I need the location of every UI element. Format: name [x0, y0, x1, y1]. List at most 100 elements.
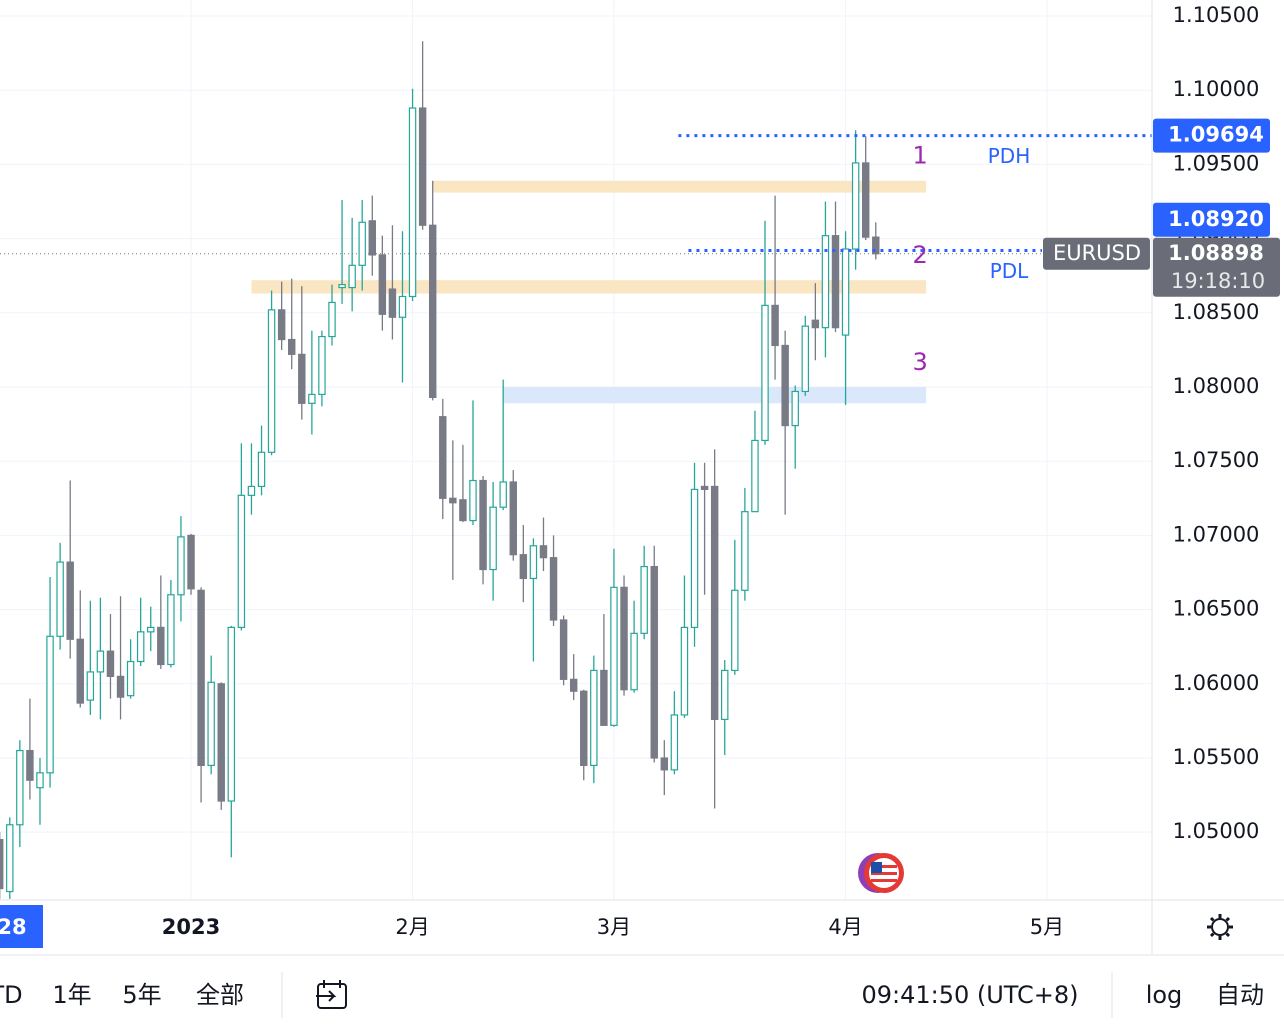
candle-body: [257, 451, 266, 488]
candle-body: [187, 534, 195, 590]
candle-body: [66, 561, 74, 640]
candle-body: [710, 485, 719, 721]
y-tick-label: 1.05000: [1173, 819, 1260, 843]
candle-body: [0, 839, 4, 890]
candle-body: [841, 248, 850, 336]
candle-body: [449, 497, 457, 504]
candle-body: [116, 675, 125, 698]
candle-body: [247, 485, 256, 496]
candle-body: [177, 536, 185, 596]
candle-body: [559, 619, 568, 680]
candle-body: [207, 681, 215, 767]
log-toggle[interactable]: log: [1146, 981, 1183, 1009]
auto-toggle[interactable]: 自动: [1216, 981, 1264, 1009]
candle-body: [741, 511, 749, 591]
candle-body: [861, 162, 870, 238]
clock[interactable]: 09:41:50 (UTC+8): [861, 981, 1078, 1009]
candle-body: [771, 304, 779, 347]
candle-body: [76, 638, 84, 704]
candle-body: [217, 683, 225, 802]
candle-body: [167, 594, 175, 666]
candle-body: [388, 288, 397, 318]
candle-body: [16, 749, 24, 826]
candle-body: [96, 650, 105, 673]
range-button[interactable]: 全部: [196, 981, 244, 1009]
zone: [251, 280, 927, 294]
candle-body: [157, 626, 165, 666]
candle-body: [358, 221, 366, 266]
y-tick-label: 1.08500: [1173, 300, 1260, 324]
candle-body: [600, 669, 608, 726]
last-price-box: [1153, 237, 1280, 297]
candle-body: [539, 545, 548, 559]
candle-body: [660, 757, 669, 771]
last-price-label: 1.08898: [1168, 241, 1264, 265]
candle-body: [580, 690, 588, 767]
candle-body: [328, 301, 336, 338]
range-button[interactable]: 1年: [52, 981, 91, 1009]
candle-body: [227, 626, 236, 802]
candle-body: [569, 678, 578, 692]
plot: 1 2 3: [0, 0, 1152, 900]
candle-body: [147, 626, 155, 633]
candle-body: [811, 319, 820, 329]
candle-body: [851, 162, 860, 250]
y-tick-label: 1.06000: [1173, 671, 1260, 695]
event-flag-icon[interactable]: [858, 853, 904, 893]
y-tick-label: 1.07000: [1173, 522, 1260, 546]
x-tick-label: 5月: [1030, 915, 1064, 939]
candle-body: [408, 107, 417, 298]
compare-icon[interactable]: [316, 980, 347, 1009]
candle-body: [499, 481, 507, 508]
level-name: PDL: [990, 259, 1029, 283]
candle-body: [610, 586, 618, 726]
candle-body: [338, 284, 346, 289]
candle-body: [36, 772, 44, 789]
zone-label: 3: [912, 348, 927, 376]
candle-body: [237, 494, 246, 629]
y-tick-label: 1.08000: [1173, 374, 1260, 398]
candle-body: [670, 714, 679, 771]
zone: [503, 387, 927, 404]
y-tick-label: 1.09500: [1173, 151, 1260, 175]
candle-body: [298, 353, 306, 404]
candle-body: [549, 557, 558, 621]
candle-body: [46, 635, 54, 774]
candle-body: [56, 561, 64, 637]
candle-body: [731, 589, 739, 672]
candle-body: [197, 589, 205, 767]
candle-body: [509, 481, 517, 556]
candle-body: [26, 749, 34, 781]
candle-body: [348, 264, 356, 289]
y-tick-label: 1.05500: [1173, 745, 1260, 769]
candle-body: [630, 632, 638, 691]
candle-body: [751, 439, 759, 513]
candle-body: [489, 506, 497, 571]
range-button[interactable]: 5年: [122, 981, 161, 1009]
gear-icon[interactable]: [1207, 914, 1233, 940]
zone-label: 1: [912, 142, 927, 170]
candle-body: [308, 393, 316, 404]
countdown-label: 19:18:10: [1171, 269, 1265, 293]
level-price-box: [1153, 202, 1270, 237]
candle-body: [872, 236, 880, 255]
candle-body: [428, 224, 437, 398]
candle-body: [680, 626, 689, 716]
candle-body: [459, 499, 467, 522]
candle-body: [821, 235, 830, 329]
candle-body: [529, 545, 538, 580]
candle-body: [439, 416, 447, 499]
x-tick-label: 4月: [828, 915, 862, 939]
candle-body: [831, 235, 840, 329]
crosshair-label: 28: [0, 915, 27, 939]
candle-body: [288, 338, 296, 355]
symbol-box: [1043, 237, 1150, 270]
crosshair-box: [0, 905, 43, 948]
candle-body: [86, 671, 95, 701]
candle-body: [277, 309, 286, 341]
y-tick-label: 1.10500: [1173, 3, 1260, 27]
range-button[interactable]: TD: [0, 981, 23, 1009]
y-tick-label: 1.06500: [1173, 597, 1260, 621]
candle-body: [126, 660, 135, 697]
